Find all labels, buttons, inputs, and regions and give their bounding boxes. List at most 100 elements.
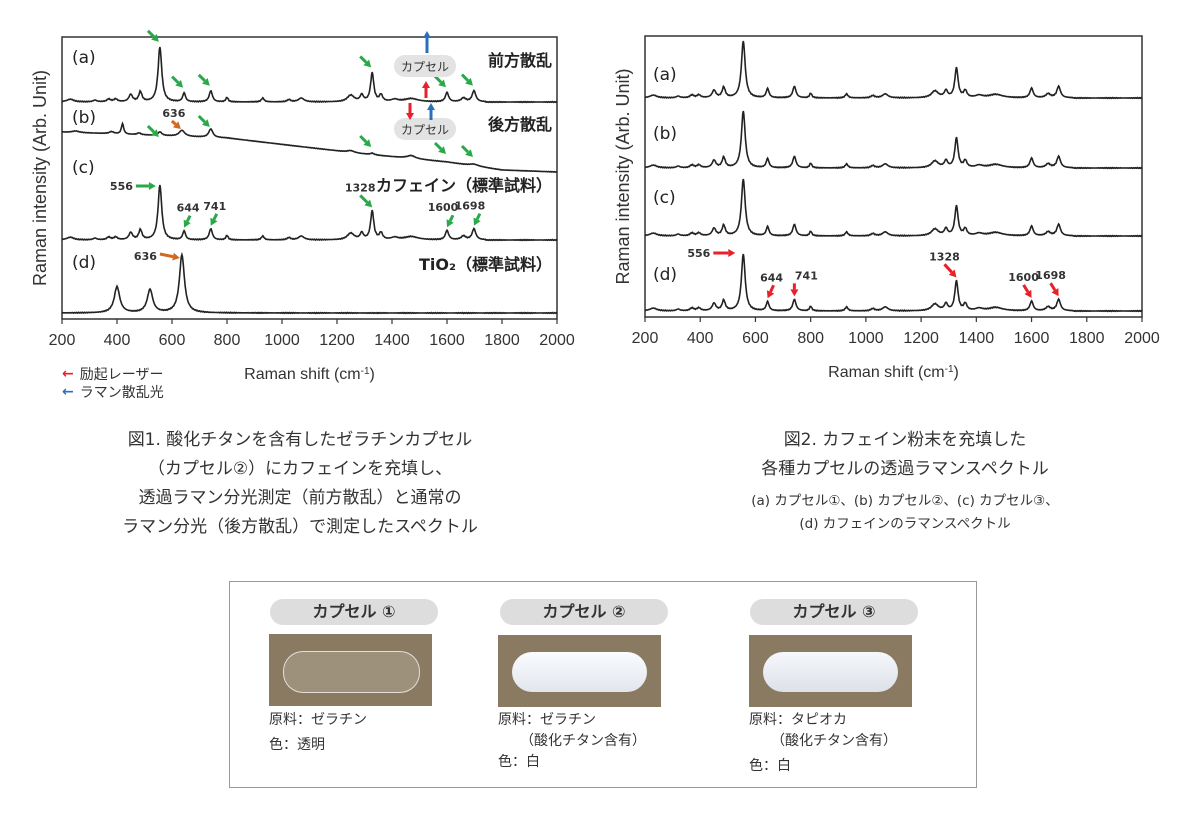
scattered-light-arrow: [427, 103, 435, 120]
orange-arrow: [159, 252, 180, 261]
arrow-shaft: [1049, 282, 1057, 292]
trace-label: (c): [72, 158, 95, 178]
trace-label: (d): [72, 253, 96, 273]
caption-line: 図1. 酸化チタンを含有したゼラチンカプセル: [127, 430, 473, 450]
capsule3-title: カプセル ③: [750, 599, 918, 625]
red-arrow: [943, 263, 957, 278]
legend-laser: ← 励起レーザー: [62, 364, 163, 384]
trace-label: (d): [653, 265, 677, 285]
laser-arrow: [422, 81, 430, 98]
capsule2-desc: 原料：ゼラチン （酸化チタン含有） 色：白: [498, 710, 646, 773]
green-arrow: [197, 73, 210, 86]
trace-title: TiO₂（標準試料）: [419, 255, 552, 274]
arrow-shaft: [197, 73, 206, 82]
green-arrow: [433, 75, 446, 88]
arrow-head: [172, 252, 180, 261]
scattered-light-arrow: [423, 31, 431, 53]
x-tick-label: 1200: [319, 332, 355, 349]
peak-label: 1328: [345, 181, 376, 194]
x-tick-label: 1000: [848, 330, 884, 347]
red-arrow-icon: ←: [62, 366, 74, 382]
capsule2-photo: [498, 635, 661, 707]
arrow-shaft: [433, 75, 443, 84]
x-tick-label: 400: [687, 330, 714, 347]
peak-label: 636: [134, 250, 157, 263]
plot-frame: [61, 36, 558, 320]
trace-title: カフェイン（標準試料）: [376, 176, 552, 195]
arrow-head: [148, 182, 156, 190]
red-arrow: [713, 249, 736, 257]
arrow-shaft: [159, 252, 174, 259]
trace-b: [645, 110, 1143, 170]
arrow-head: [173, 121, 181, 129]
green-arrow: [146, 29, 159, 42]
arrow-head: [363, 139, 372, 147]
trace-label: (a): [72, 48, 96, 68]
capsule-panel: カプセル ① 原料：ゼラチン 色：透明 カプセル ② 原料：ゼラチン （酸化チタン含…: [229, 581, 977, 788]
x-tick-label: 1400: [374, 332, 410, 349]
x-tick-label: 1800: [1069, 330, 1105, 347]
arrow-head: [183, 219, 191, 228]
peak-label: 556: [687, 247, 710, 260]
x-tick-label: 1200: [903, 330, 939, 347]
arrow-head: [364, 199, 373, 208]
arrow-shaft: [475, 212, 482, 221]
x-tick-label: 200: [632, 330, 659, 347]
figure2-subcaption: (a) カプセル①、(b) カプセル②、(c) カプセル③、 (d) カフェイン…: [655, 490, 1155, 536]
green-arrow: [446, 214, 455, 228]
capsule3-desc: 原料：タピオカ （酸化チタン含有） 色：白: [749, 710, 897, 777]
blue-arrow-icon: ←: [62, 384, 74, 400]
red-arrow: [1022, 284, 1032, 298]
arrow-shaft: [171, 75, 180, 84]
arrow-shaft: [943, 263, 953, 274]
capsule1-photo: [269, 634, 432, 706]
desc-line: 原料：タピオカ: [749, 712, 847, 728]
plot-frame: [644, 35, 1143, 318]
red-arrow: [790, 283, 799, 297]
trace-d: [61, 251, 558, 315]
x-axis-label: Raman shift (cm-1): [244, 366, 375, 384]
peak-label: 741: [203, 200, 226, 213]
arrow-head: [363, 59, 372, 68]
peak-label: 556: [110, 180, 133, 193]
trace-label: (b): [653, 124, 677, 144]
laser-arrow: [406, 103, 414, 120]
arrow-head: [175, 79, 184, 88]
desc-line: （酸化チタン含有）: [771, 733, 897, 749]
arrow-head: [151, 33, 159, 42]
arrow-shaft: [359, 134, 368, 144]
green-arrow: [460, 144, 473, 157]
arrow-head: [728, 249, 736, 257]
trace-label: (b): [72, 108, 96, 128]
capsule3-photo: [749, 635, 912, 707]
arrow-shaft: [769, 284, 775, 293]
x-tick-label: 600: [742, 330, 769, 347]
legend-label: 励起レーザー: [79, 367, 164, 383]
x-tick-label: 2000: [539, 332, 575, 349]
arrow-head: [210, 217, 218, 226]
peak-label: 644: [177, 202, 200, 215]
arrow-shaft: [212, 213, 219, 221]
arrow-shaft: [359, 194, 369, 204]
capsule-inset-label: カプセル: [401, 60, 449, 74]
green-arrow: [433, 141, 446, 154]
figure1-chart: 200 400 600 800 1000 1200 1400 1600 1800 2000 Rama…: [30, 29, 575, 384]
desc-line: （酸化チタン含有）: [520, 733, 646, 749]
x-tick-label: 800: [797, 330, 824, 347]
capsule-inset: [394, 118, 456, 140]
arrow-head: [465, 149, 473, 157]
trace-c: [61, 184, 558, 242]
caption-line: （カプセル②）にカフェインを充填し、: [147, 459, 453, 479]
peak-label: 1698: [455, 200, 486, 213]
arrow-head: [446, 219, 454, 228]
trace-c: [645, 178, 1143, 238]
desc-line: 原料：ゼラチン: [269, 712, 367, 728]
arrow-head: [427, 103, 435, 110]
peak-label: 644: [760, 271, 783, 284]
legend-label: ラマン散乱光: [79, 385, 164, 401]
subcaption-line: (a) カプセル①、(b) カプセル②、(c) カプセル③、: [751, 493, 1059, 509]
arrow-head: [201, 78, 210, 86]
subcaption-line: (d) カフェインのラマンスペクトル: [799, 516, 1011, 532]
arrow-head: [422, 81, 430, 88]
x-tick-label: 1600: [1014, 330, 1050, 347]
